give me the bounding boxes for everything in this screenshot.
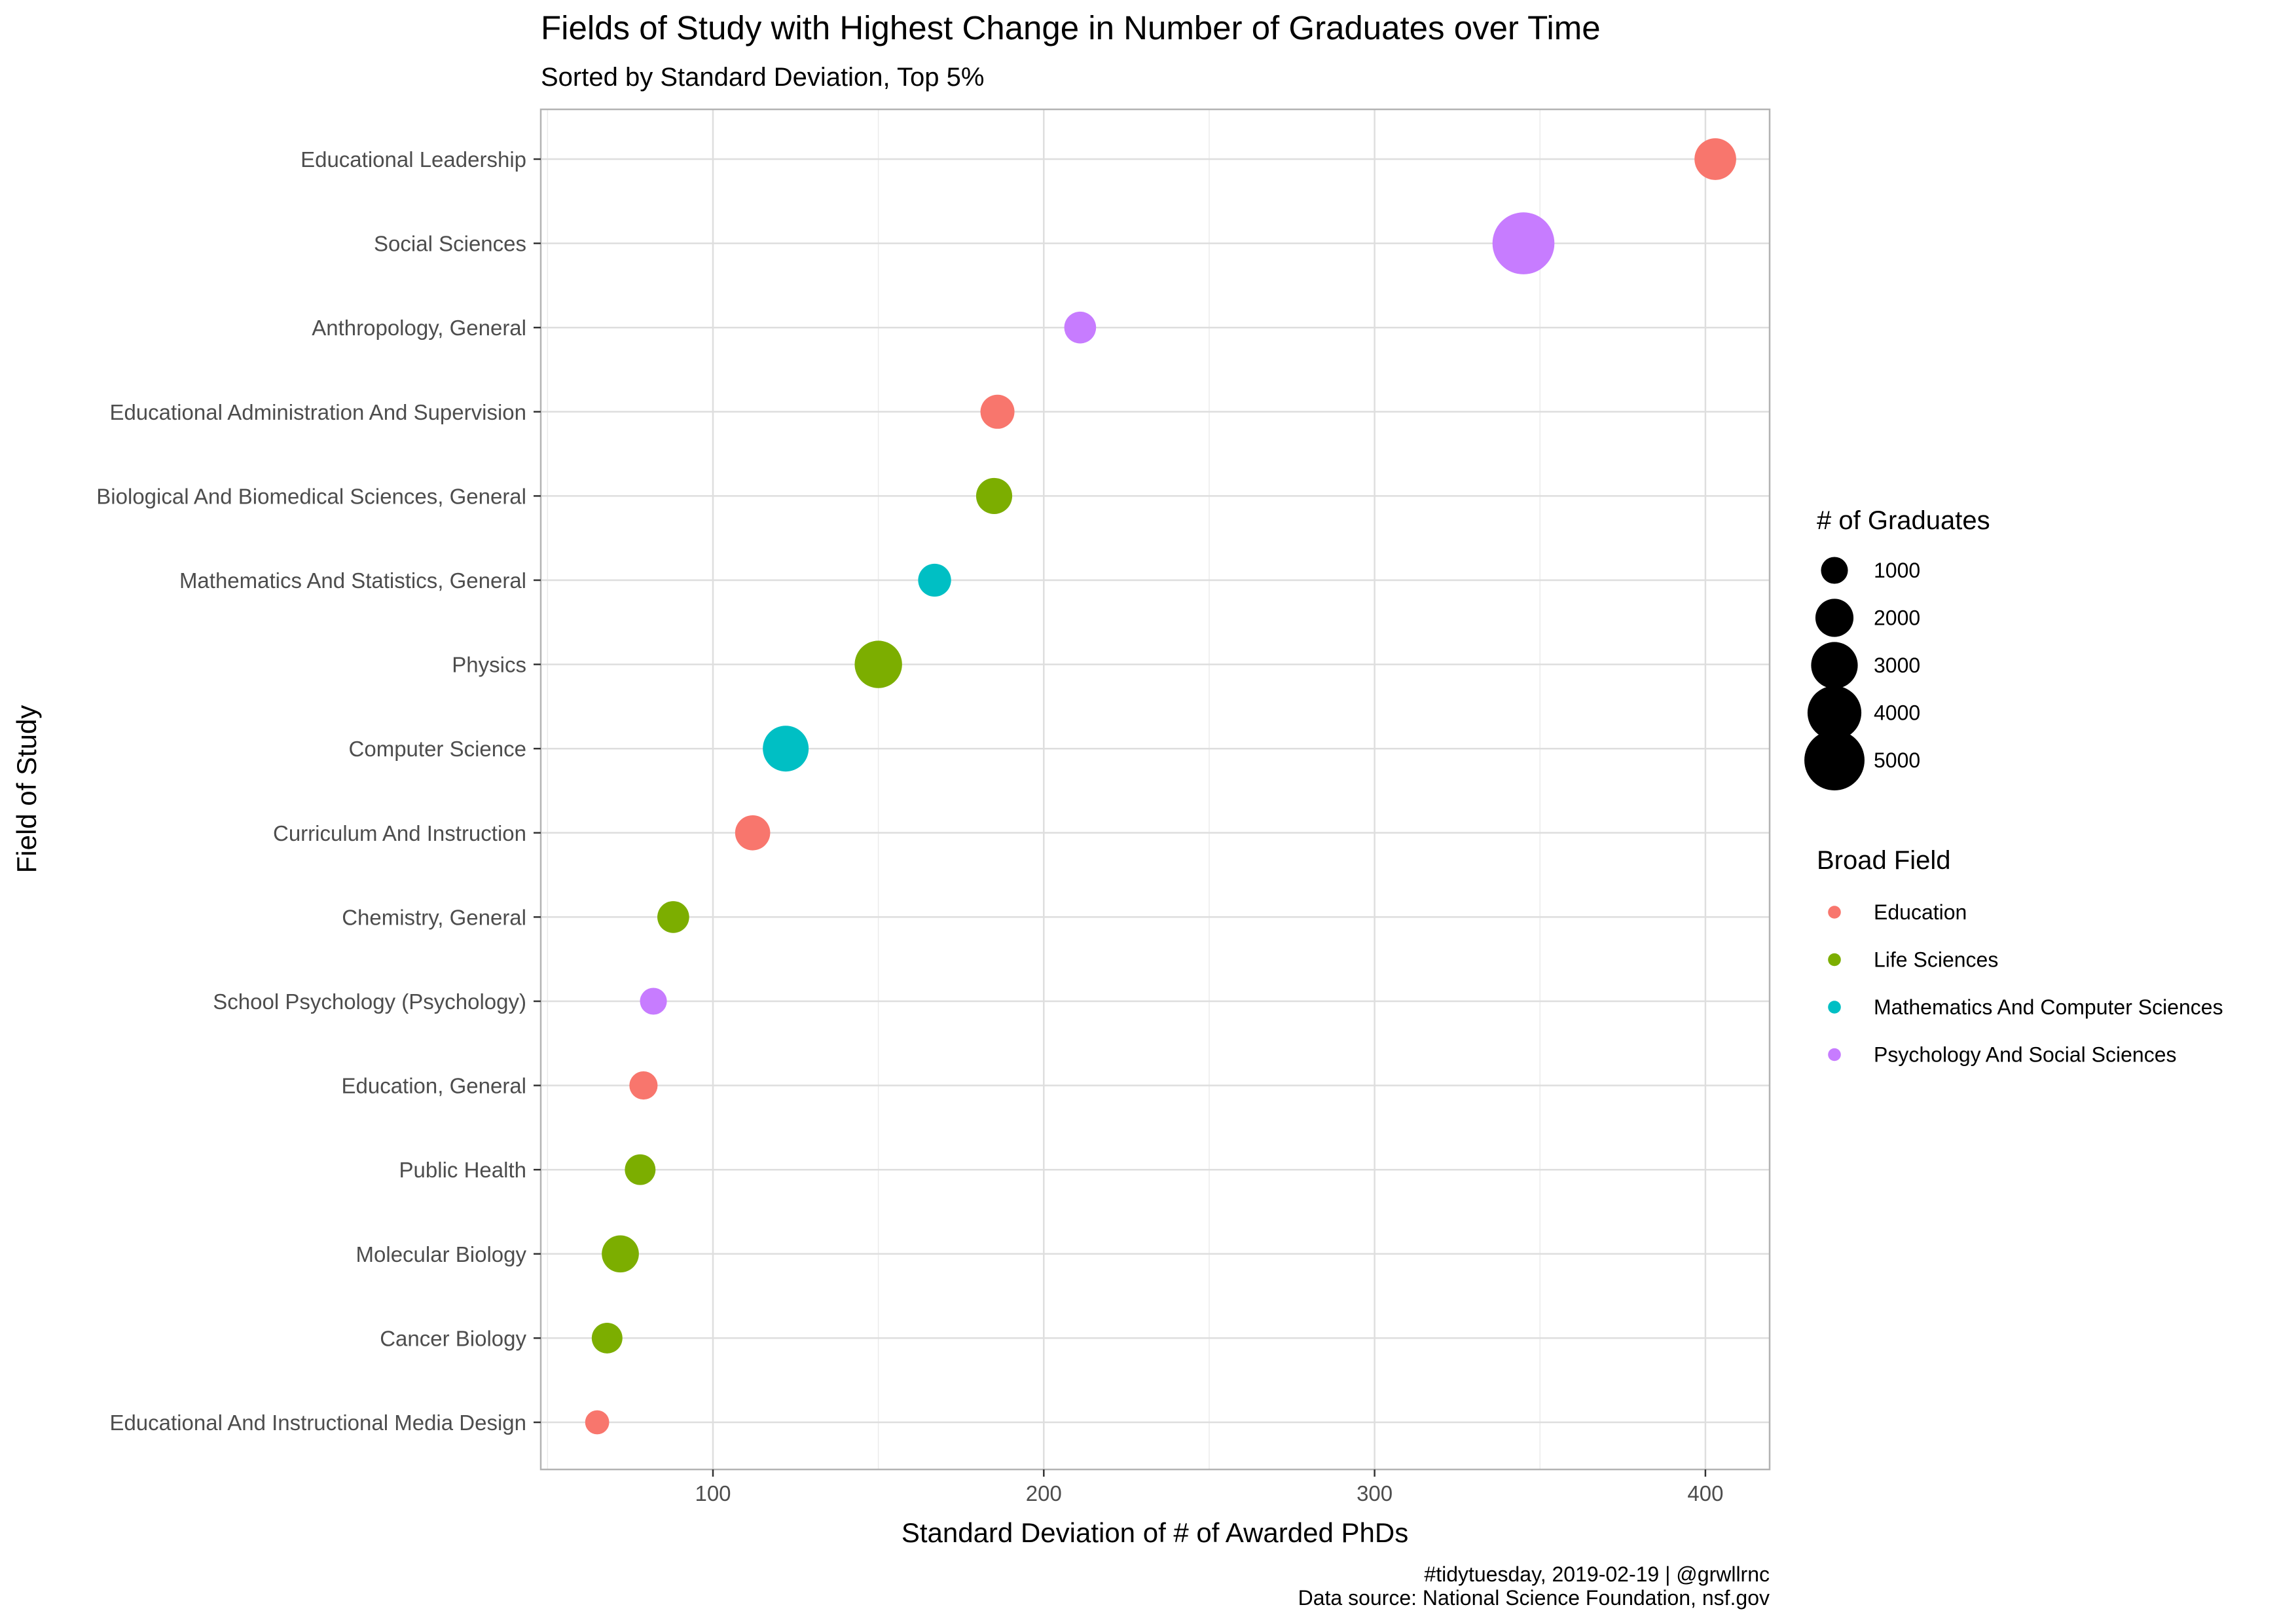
y-tick-label: Curriculum And Instruction [273, 821, 526, 845]
x-tick-label: 100 [695, 1481, 731, 1505]
x-tick-label: 200 [1026, 1481, 1062, 1505]
size-legend-label: 4000 [1874, 701, 1920, 725]
data-point [591, 1322, 623, 1354]
chart-title: Fields of Study with Highest Change in N… [541, 9, 1601, 46]
y-tick-label: Computer Science [349, 737, 526, 761]
y-tick-label: School Psychology (Psychology) [213, 989, 526, 1014]
data-point [657, 901, 689, 933]
size-legend-key [1811, 642, 1858, 689]
caption-line-2: Data source: National Science Foundation… [1298, 1586, 1770, 1610]
color-legend-key [1828, 1048, 1841, 1061]
chart-subtitle: Sorted by Standard Deviation, Top 5% [541, 63, 984, 92]
data-point [625, 1154, 656, 1185]
y-axis-labels: Educational Leadership Social Sciences Ant… [96, 147, 541, 1435]
y-tick-label: Anthropology, General [312, 316, 526, 340]
data-point [629, 1071, 658, 1100]
size-legend-label: 1000 [1874, 559, 1920, 582]
size-legend-title: # of Graduates [1817, 506, 1990, 535]
y-tick-label: Educational And Instructional Media Desi… [109, 1411, 526, 1435]
y-tick-label: Mathematics And Statistics, General [179, 568, 526, 593]
y-tick-label: Public Health [399, 1158, 526, 1182]
x-axis-title: Standard Deviation of # of Awarded PhDs [902, 1517, 1408, 1548]
data-point [1064, 311, 1097, 344]
y-tick-label: Educational Leadership [301, 147, 526, 172]
data-point [602, 1235, 639, 1273]
size-legend-key [1807, 686, 1862, 740]
color-legend-label: Education [1874, 900, 1967, 924]
y-tick-label: Educational Administration And Supervisi… [109, 400, 526, 424]
grid [541, 109, 1770, 1469]
data-point [640, 987, 667, 1015]
y-tick-label: Chemistry, General [342, 905, 526, 929]
color-legend-key [1828, 953, 1841, 967]
data-point [854, 640, 902, 688]
data-point [763, 726, 809, 772]
data-point [1694, 138, 1736, 180]
data-points [585, 138, 1736, 1435]
size-legend-label: 5000 [1874, 748, 1920, 772]
size-legend: 1000 2000 3000 4000 5000 [1804, 557, 1920, 790]
x-tick-label: 400 [1687, 1481, 1723, 1505]
plot-panel-border [539, 108, 1771, 1471]
size-legend-label: 2000 [1874, 606, 1920, 630]
y-tick-label: Cancer Biology [380, 1326, 526, 1350]
color-legend-label: Mathematics And Computer Sciences [1874, 995, 2223, 1019]
size-legend-label: 3000 [1874, 654, 1920, 677]
size-legend-key [1815, 599, 1854, 637]
y-axis-title: Field of Study [11, 705, 42, 874]
data-point [1492, 212, 1555, 274]
y-tick-label: Molecular Biology [356, 1242, 527, 1266]
size-legend-key [1821, 557, 1848, 584]
color-legend-label: Psychology And Social Sciences [1874, 1043, 2176, 1067]
y-tick-label: Social Sciences [374, 232, 526, 256]
data-point [735, 815, 771, 851]
color-legend-title: Broad Field [1817, 846, 1951, 875]
x-tick-label: 300 [1357, 1481, 1393, 1505]
data-point [585, 1410, 610, 1435]
data-point [918, 563, 951, 597]
size-legend-key [1804, 730, 1865, 790]
y-tick-label: Physics [452, 653, 526, 677]
color-legend-label: Life Sciences [1874, 948, 1998, 972]
data-point [980, 394, 1015, 429]
y-tick-label: Biological And Biomedical Sciences, Gene… [96, 484, 526, 508]
y-tick-label: Education, General [341, 1074, 526, 1098]
color-legend-key [1828, 1001, 1841, 1014]
color-legend: Education Life Sciences Mathematics And Co… [1828, 900, 2223, 1067]
caption-line-1: #tidytuesday, 2019-02-19 | @grwllrnc [1424, 1562, 1770, 1586]
data-point [975, 477, 1013, 514]
x-axis-labels: 100 200 300 400 [695, 1469, 1723, 1505]
color-legend-key [1828, 906, 1841, 919]
